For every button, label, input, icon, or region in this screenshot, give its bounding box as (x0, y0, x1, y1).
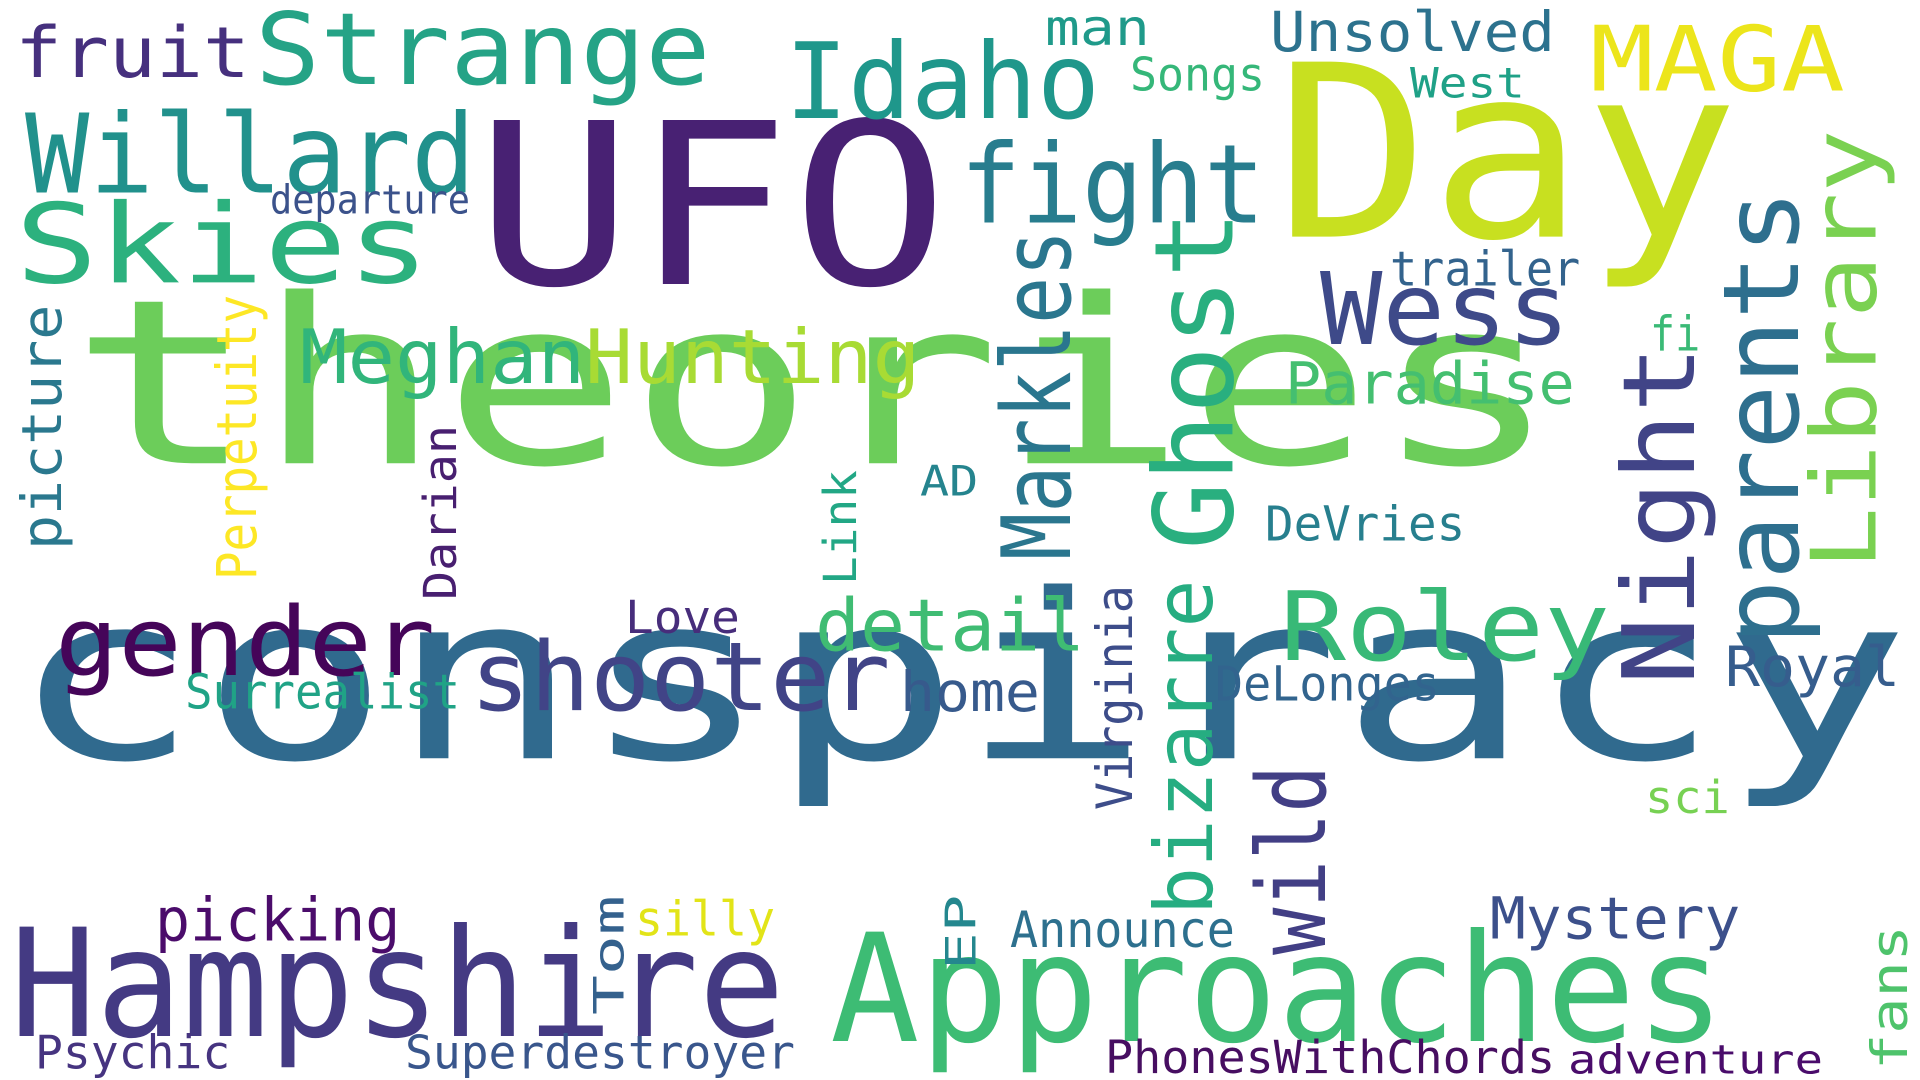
word-approaches: Approaches (830, 901, 1726, 1077)
word-fight: fight (960, 120, 1266, 249)
word-announce: Announce (1010, 900, 1235, 959)
word-strange: Strange (255, 0, 711, 108)
word-ufo: UFO (475, 74, 950, 338)
word-departure: departure (270, 176, 470, 224)
word-gender: gender (55, 586, 436, 698)
word-meghan: Meghan (300, 313, 586, 401)
word-idaho: Idaho (785, 20, 1101, 144)
word-unsolved: Unsolved (1270, 0, 1555, 65)
word-parents: parents (1700, 189, 1824, 645)
word-man: man (1045, 0, 1150, 57)
word-songs: Songs (1130, 47, 1266, 102)
word-sci: sci (1645, 770, 1730, 824)
word-surrealist: Surrealist (185, 663, 461, 720)
word-markles: Markles (981, 229, 1093, 561)
word-fi: fi (1650, 305, 1701, 362)
word-wild: wild (1236, 765, 1348, 955)
word-shooter: shooter (470, 621, 891, 733)
word-willard: Willard (25, 90, 476, 219)
word-hampshire: Hampshire (10, 896, 785, 1072)
word-devries: DeVries (1265, 495, 1466, 552)
word-ad: AD (920, 456, 979, 506)
word-paradise: Paradise (1285, 349, 1575, 418)
word-theories: theories (70, 249, 1559, 519)
word-link: Link (813, 470, 867, 585)
word-skies: Skies (15, 180, 431, 309)
word-phoneswithchords: PhonesWithChords (1105, 1030, 1556, 1080)
word-silly: silly (635, 890, 776, 947)
word-wess: Wess (1320, 251, 1570, 368)
word-adventure: adventure (1568, 1036, 1823, 1080)
word-ep: EP (936, 894, 986, 970)
word-delonges: DeLonges (1215, 655, 1440, 712)
word-day: Day (1275, 13, 1740, 295)
word-love: Love (625, 590, 740, 644)
word-home: home (900, 660, 1040, 725)
word-mystery: Mystery (1490, 884, 1741, 953)
word-picture: picture (10, 304, 75, 550)
word-tom: Tom (584, 895, 634, 1015)
word-perpetuity: Perpetuity (205, 294, 270, 580)
word-conspiracy: conspiracy (10, 544, 1911, 814)
word-night: Night (1601, 344, 1718, 685)
word-maga: MAGA (1590, 6, 1845, 113)
word-fruit: fruit (15, 11, 251, 94)
word-royal: Royal (1725, 635, 1901, 700)
word-bizarre: bizarre (1137, 579, 1232, 915)
word-roley: Roley (1280, 571, 1611, 683)
word-hunting: Hunting (585, 313, 921, 401)
word-detail: detail (815, 583, 1086, 668)
word-ghost: Ghost (1130, 209, 1259, 550)
word-west: West (1410, 58, 1525, 108)
word-trailer: trailer (1390, 240, 1581, 297)
word-picking: picking (155, 884, 401, 955)
word-darian: Darian (413, 424, 467, 600)
word-psychic: Psychic (35, 1025, 231, 1080)
word-superdestroyer: Superdestroyer (405, 1025, 795, 1080)
word-fans: fans (1860, 925, 1920, 1070)
word-virginia: Virginia (1085, 585, 1145, 810)
